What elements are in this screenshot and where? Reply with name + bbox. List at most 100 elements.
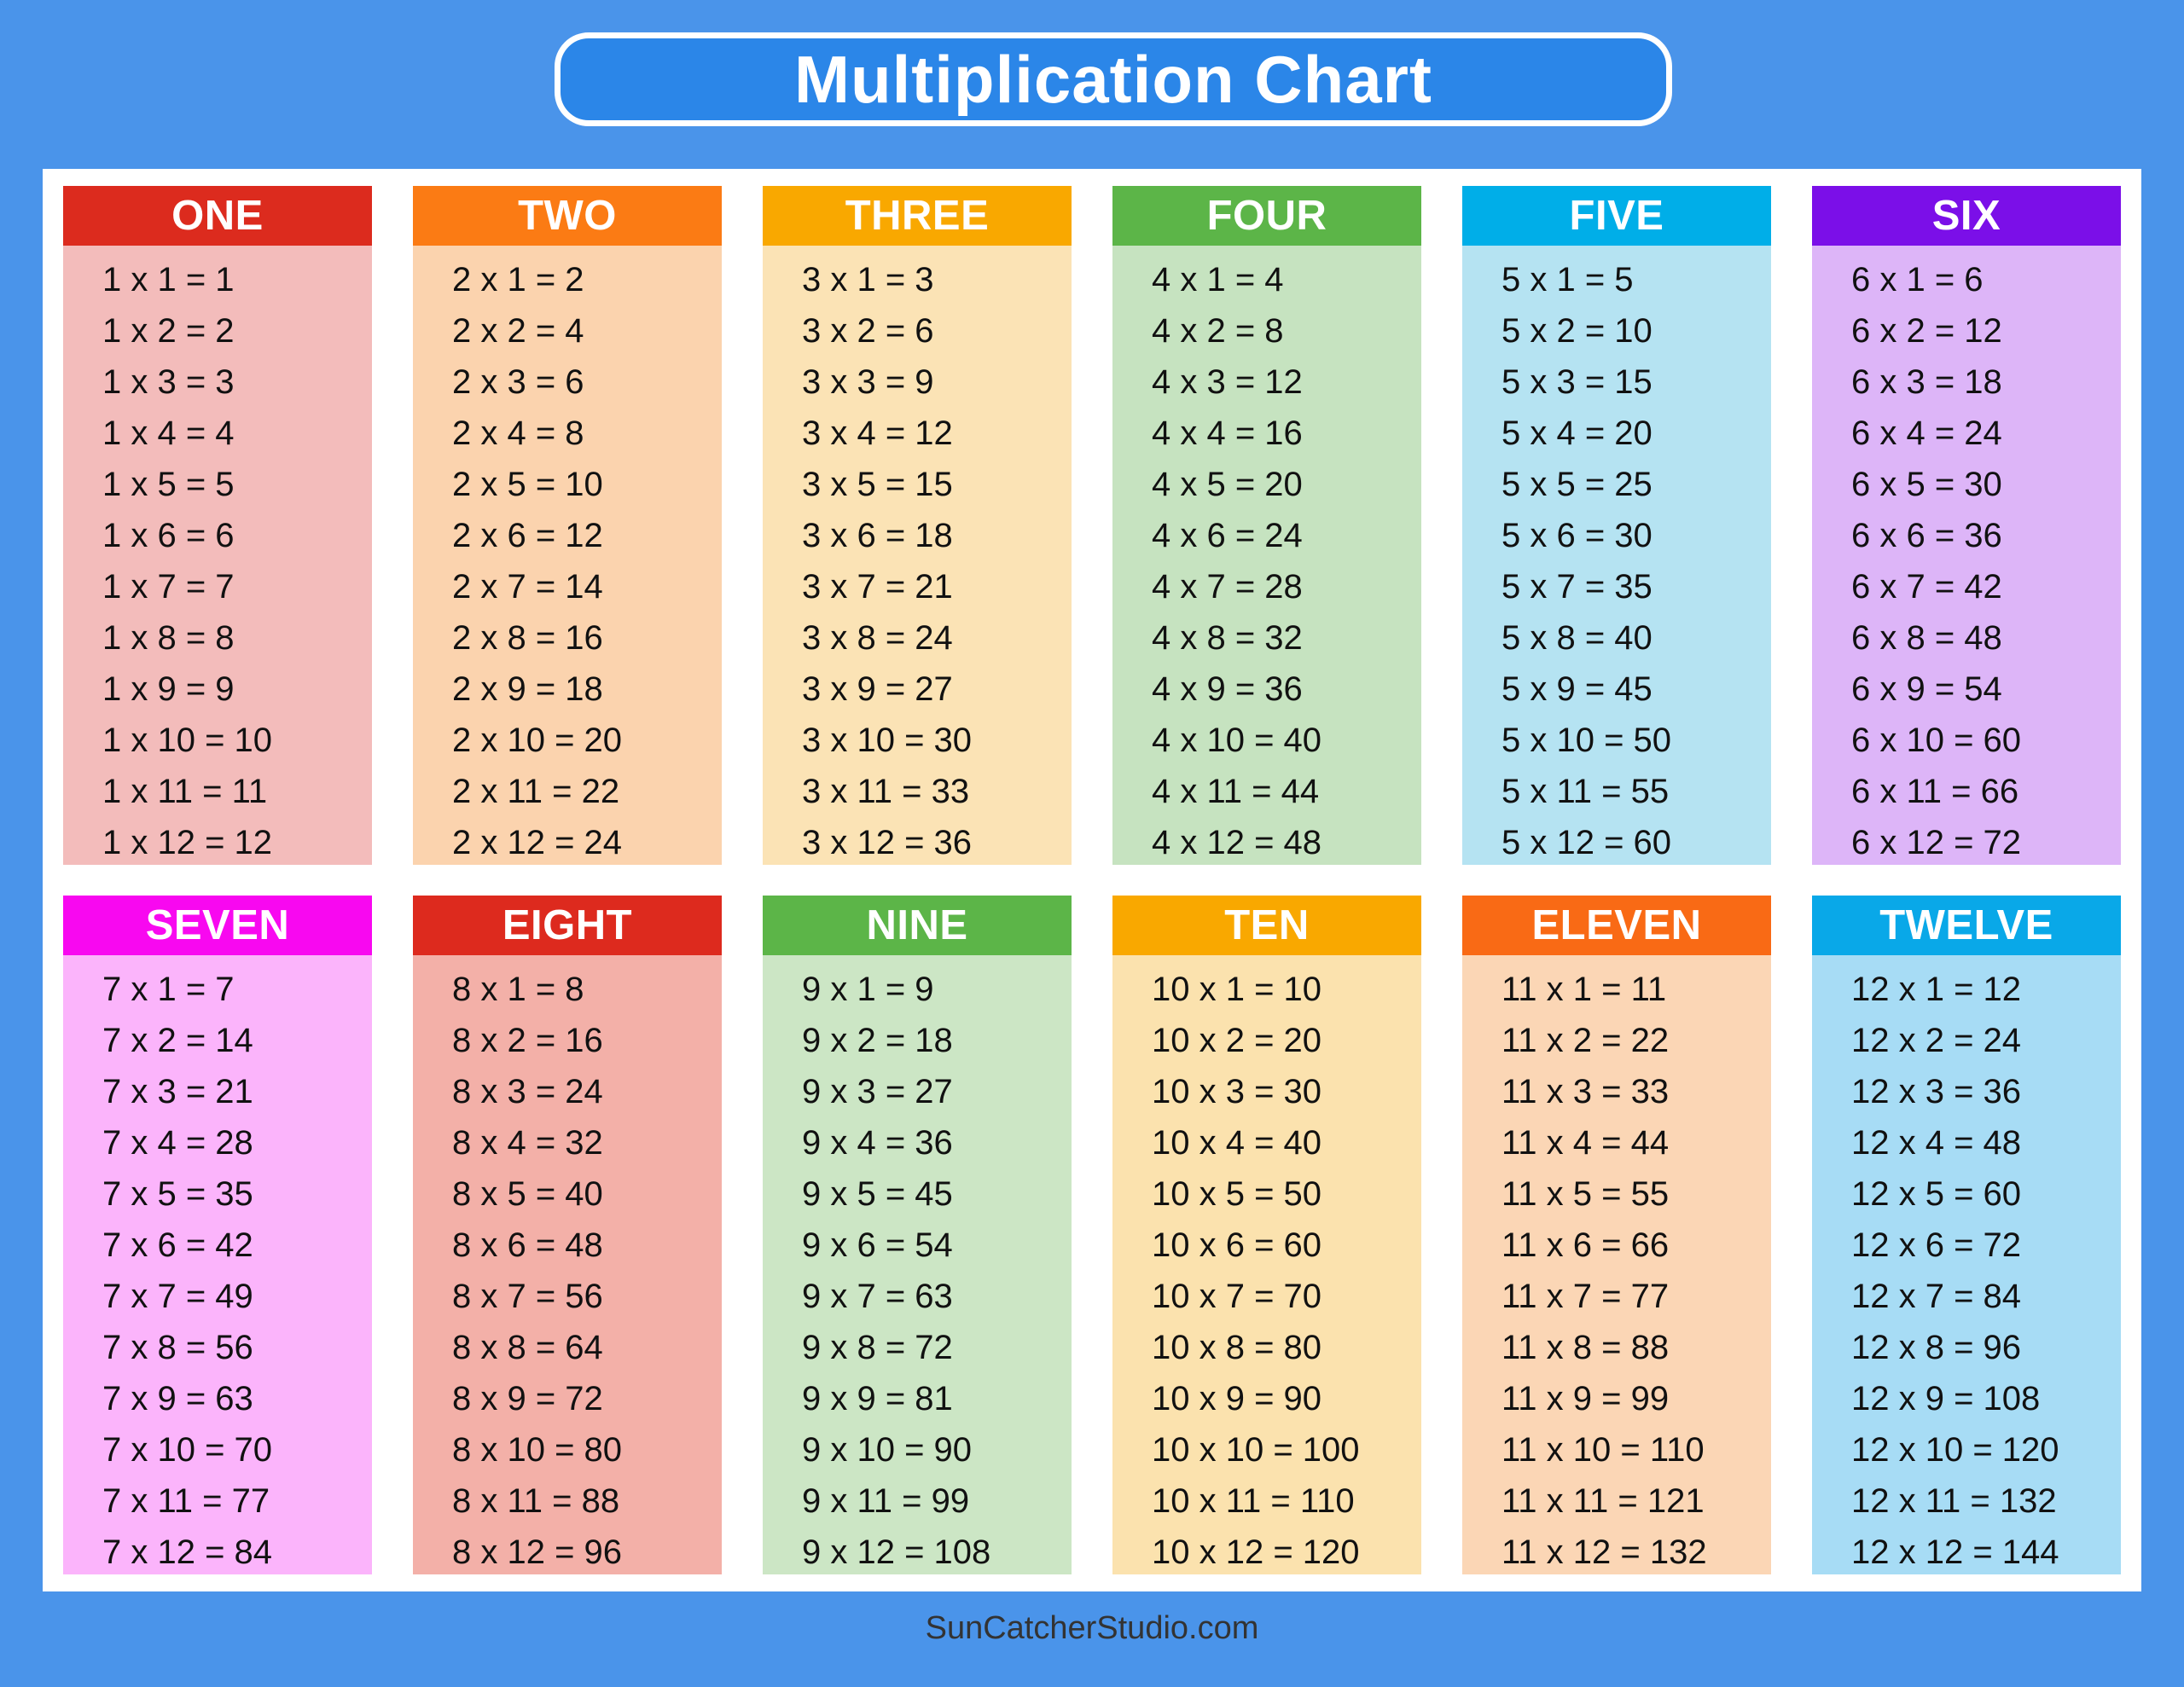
equation-row: 9 x 5 = 45: [802, 1175, 953, 1213]
times-table-5: FIVE 5 x 1 = 5 5 x 2 = 10 5 x 3 = 15 5 x 4 =…: [1462, 186, 1771, 865]
equation-row: 7 x 12 = 84: [102, 1533, 273, 1571]
equation-row: 10 x 3 = 30: [1152, 1073, 1322, 1110]
equation-row: 3 x 5 = 15: [802, 466, 953, 503]
times-table-title: NINE: [866, 901, 968, 948]
equation-row: 7 x 10 = 70: [102, 1431, 273, 1469]
equation-row: 4 x 6 = 24: [1152, 517, 1303, 554]
equation-row: 10 x 1 = 10: [1152, 971, 1322, 1008]
equation-row: 3 x 6 = 18: [802, 517, 953, 554]
times-table-header-10: TEN: [1112, 896, 1421, 955]
equation-row: 2 x 10 = 20: [452, 722, 623, 759]
equation-row: 6 x 3 = 18: [1851, 363, 2002, 401]
equation-row: 10 x 6 = 60: [1152, 1226, 1322, 1264]
equation-row: 7 x 1 = 7: [102, 971, 235, 1008]
equation-row: 1 x 7 = 7: [102, 568, 235, 606]
equation-row: 11 x 2 = 22: [1502, 1022, 1670, 1059]
equation-row: 6 x 9 = 54: [1851, 670, 2002, 708]
equation-row: 7 x 9 = 63: [102, 1380, 253, 1417]
equation-row: 6 x 6 = 36: [1851, 517, 2002, 554]
equation-row: 11 x 10 = 110: [1502, 1431, 1705, 1469]
equation-row: 1 x 12 = 12: [102, 824, 273, 861]
times-table-header-2: TWO: [413, 186, 722, 246]
equation-row: 7 x 6 = 42: [102, 1226, 253, 1264]
equation-row: 8 x 4 = 32: [452, 1124, 603, 1162]
equation-row: 5 x 5 = 25: [1502, 466, 1653, 503]
equation-row: 5 x 12 = 60: [1502, 824, 1672, 861]
times-table-7: SEVEN 7 x 1 = 7 7 x 2 = 14 7 x 3 = 21 7 x 4 …: [63, 896, 372, 1574]
equation-row: 2 x 9 = 18: [452, 670, 603, 708]
equation-row: 6 x 10 = 60: [1851, 722, 2022, 759]
times-table-title: SEVEN: [145, 901, 290, 948]
times-table-3: THREE 3 x 1 = 3 3 x 2 = 6 3 x 3 = 9 3 x 4 = …: [763, 186, 1072, 865]
equation-row: 4 x 11 = 44: [1152, 773, 1320, 810]
equation-row: 9 x 9 = 81: [802, 1380, 953, 1417]
times-table-header-5: FIVE: [1462, 186, 1771, 246]
equation-row: 9 x 2 = 18: [802, 1022, 953, 1059]
equation-row: 6 x 7 = 42: [1851, 568, 2002, 606]
times-table-body-6: 6 x 1 = 6 6 x 2 = 12 6 x 3 = 18 6 x 4 = 24 6…: [1812, 246, 2121, 865]
equation-row: 7 x 8 = 56: [102, 1329, 253, 1366]
equation-row: 2 x 7 = 14: [452, 568, 603, 606]
equation-row: 12 x 7 = 84: [1851, 1278, 2022, 1315]
equation-row: 9 x 11 = 99: [802, 1482, 970, 1520]
equation-row: 4 x 10 = 40: [1152, 722, 1322, 759]
equation-row: 8 x 11 = 88: [452, 1482, 620, 1520]
times-table-6: SIX 6 x 1 = 6 6 x 2 = 12 6 x 3 = 18 6 x 4 = …: [1812, 186, 2121, 865]
equation-row: 12 x 8 = 96: [1851, 1329, 2022, 1366]
times-table-body-12: 12 x 1 = 12 12 x 2 = 24 12 x 3 = 36 12 x 4 …: [1812, 955, 2121, 1574]
times-table-11: ELEVEN 11 x 1 = 11 11 x 2 = 22 11 x 3 = 33 1…: [1462, 896, 1771, 1574]
times-table-title: FIVE: [1569, 192, 1664, 239]
times-table-8: EIGHT 8 x 1 = 8 8 x 2 = 16 8 x 3 = 24 8 x 4 …: [413, 896, 722, 1574]
equation-row: 2 x 3 = 6: [452, 363, 584, 401]
equation-row: 4 x 8 = 32: [1152, 619, 1303, 657]
equation-row: 10 x 8 = 80: [1152, 1329, 1322, 1366]
equation-row: 6 x 8 = 48: [1851, 619, 2002, 657]
equation-row: 8 x 9 = 72: [452, 1380, 603, 1417]
equation-row: 8 x 10 = 80: [452, 1431, 623, 1469]
equation-row: 11 x 3 = 33: [1502, 1073, 1670, 1110]
equation-row: 5 x 2 = 10: [1502, 312, 1653, 350]
equation-row: 1 x 9 = 9: [102, 670, 235, 708]
times-table-body-1: 1 x 1 = 1 1 x 2 = 2 1 x 3 = 3 1 x 4 = 4 1 x …: [63, 246, 372, 865]
equation-row: 11 x 7 = 77: [1502, 1278, 1670, 1315]
times-table-title: FOUR: [1206, 192, 1327, 239]
equation-row: 7 x 7 = 49: [102, 1278, 253, 1315]
page-title: Multiplication Chart: [794, 42, 1432, 117]
equation-row: 12 x 6 = 72: [1851, 1226, 2022, 1264]
times-table-4: FOUR 4 x 1 = 4 4 x 2 = 8 4 x 3 = 12 4 x 4 = …: [1112, 186, 1421, 865]
equation-row: 3 x 8 = 24: [802, 619, 953, 657]
title-banner: Multiplication Chart: [0, 0, 2184, 169]
equation-row: 6 x 12 = 72: [1851, 824, 2022, 861]
equation-row: 3 x 9 = 27: [802, 670, 953, 708]
equation-row: 3 x 7 = 21: [802, 568, 953, 606]
equation-row: 4 x 4 = 16: [1152, 415, 1303, 452]
equation-row: 12 x 2 = 24: [1851, 1022, 2022, 1059]
equation-row: 5 x 7 = 35: [1502, 568, 1653, 606]
equation-row: 5 x 4 = 20: [1502, 415, 1653, 452]
equation-row: 4 x 9 = 36: [1152, 670, 1303, 708]
equation-row: 3 x 2 = 6: [802, 312, 934, 350]
times-table-header-8: EIGHT: [413, 896, 722, 955]
equation-row: 6 x 1 = 6: [1851, 261, 1984, 299]
equation-row: 11 x 1 = 11: [1502, 971, 1667, 1008]
equation-row: 6 x 11 = 66: [1851, 773, 2019, 810]
equation-row: 8 x 6 = 48: [452, 1226, 603, 1264]
equation-row: 7 x 3 = 21: [102, 1073, 253, 1110]
equation-row: 9 x 3 = 27: [802, 1073, 953, 1110]
equation-row: 10 x 7 = 70: [1152, 1278, 1322, 1315]
times-table-title: ELEVEN: [1531, 901, 1702, 948]
equation-row: 4 x 3 = 12: [1152, 363, 1303, 401]
equation-row: 5 x 1 = 5: [1502, 261, 1634, 299]
equation-row: 1 x 2 = 2: [102, 312, 235, 350]
equation-row: 11 x 9 = 99: [1502, 1380, 1670, 1417]
equation-row: 12 x 4 = 48: [1851, 1124, 2022, 1162]
times-table-body-8: 8 x 1 = 8 8 x 2 = 16 8 x 3 = 24 8 x 4 = 32 8…: [413, 955, 722, 1574]
equation-row: 5 x 11 = 55: [1502, 773, 1670, 810]
equation-row: 11 x 11 = 121: [1502, 1482, 1705, 1520]
times-table-body-4: 4 x 1 = 4 4 x 2 = 8 4 x 3 = 12 4 x 4 = 16 4 …: [1112, 246, 1421, 865]
equation-row: 1 x 1 = 1: [102, 261, 235, 299]
equation-row: 12 x 9 = 108: [1851, 1380, 2041, 1417]
